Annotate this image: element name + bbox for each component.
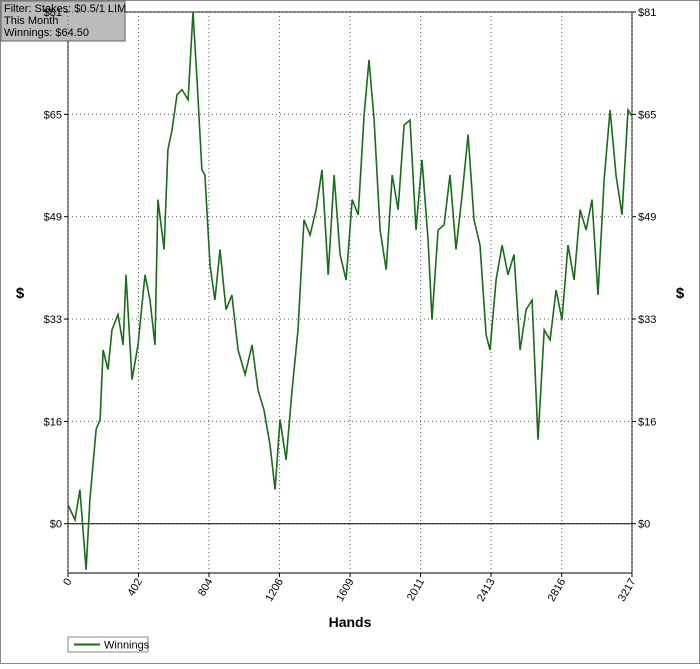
y2-tick-label: $0 [638,519,650,531]
y-tick-label: $49 [44,212,62,224]
y-tick-label: $0 [50,519,62,531]
line [67,11,633,570]
info-line: Winnings: $64.50 [4,27,89,39]
x-tick-label: 0 [61,577,74,588]
y2-tick-label: $65 [638,109,656,121]
info-line: This Month [4,15,58,27]
y2-tick-label: $81 [638,7,656,19]
info-line: Filter: Stakes: $0.5/1 LIM [4,3,126,15]
y2-axis-label: $ [676,285,685,302]
y-axis-label: $ [16,285,25,302]
y-tick-label: $65 [44,109,62,121]
y-tick-label: $16 [44,416,62,428]
y-tick-label: $81 [44,7,62,19]
x-axis-label: Hands [329,614,372,630]
y-tick-label: $33 [44,314,62,326]
y2-tick-label: $16 [638,416,656,428]
info-box [0,0,126,42]
y2-tick-label: $49 [638,212,656,224]
legend [67,636,149,653]
legend-label: Winnings [104,640,150,652]
y2-tick-label: $33 [638,314,656,326]
